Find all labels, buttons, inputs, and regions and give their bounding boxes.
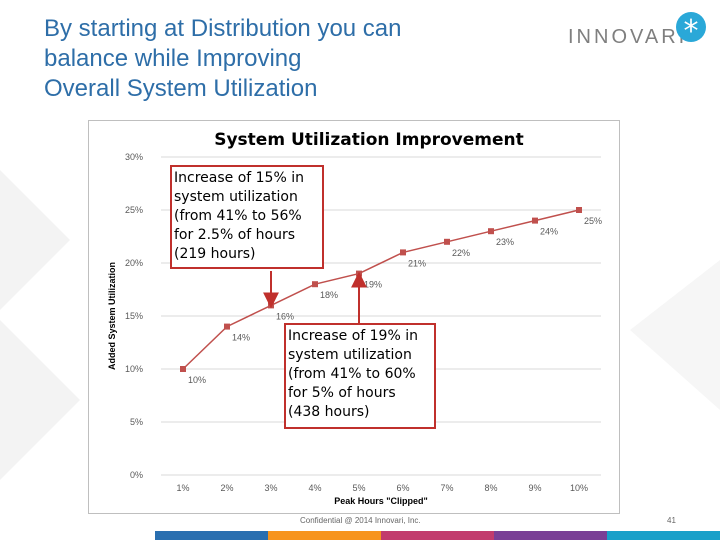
y-tick-label: 5% xyxy=(130,417,143,427)
data-label: 14% xyxy=(232,333,250,343)
color-bar-segment xyxy=(494,531,607,540)
footer-text: Confidential @ 2014 Innovari, Inc. xyxy=(300,516,421,525)
y-tick-label: 15% xyxy=(125,311,143,321)
footer-color-bar xyxy=(155,531,720,540)
asterisk-icon: * xyxy=(676,12,706,49)
y-tick-label: 30% xyxy=(125,152,143,162)
data-point-marker xyxy=(312,281,318,288)
callout-19-percent: Increase of 19% in system utilization (f… xyxy=(284,323,436,429)
y-tick-label: 25% xyxy=(125,205,143,215)
y-tick-label: 20% xyxy=(125,258,143,268)
color-bar-segment xyxy=(268,531,381,540)
color-bar-segment xyxy=(381,531,494,540)
data-label: 16% xyxy=(276,311,294,321)
data-point-marker xyxy=(268,302,274,309)
data-label: 22% xyxy=(452,248,470,258)
data-label: 18% xyxy=(320,290,338,300)
x-tick-label: 2% xyxy=(220,483,233,493)
data-label: 19% xyxy=(364,280,382,290)
x-tick-label: 1% xyxy=(176,483,189,493)
data-point-marker xyxy=(400,249,406,256)
y-tick-label: 10% xyxy=(125,364,143,374)
title-line: Overall System Utilization xyxy=(44,75,318,102)
data-point-marker xyxy=(356,270,362,277)
data-point-marker xyxy=(444,238,450,245)
x-tick-label: 4% xyxy=(308,483,321,493)
x-tick-label: 6% xyxy=(396,483,409,493)
x-tick-label: 7% xyxy=(440,483,453,493)
callout-15-percent: Increase of 15% in system utilization (f… xyxy=(170,165,324,269)
y-axis-label: Added System Utilization xyxy=(107,262,117,370)
color-bar-segment xyxy=(607,531,720,540)
chart-panel: System Utilization Improvement 0% 5% 10% 15%… xyxy=(88,120,620,514)
page-number: 41 xyxy=(667,516,676,525)
data-point-marker xyxy=(576,207,582,213)
chart: System Utilization Improvement 0% 5% 10% 15%… xyxy=(107,130,602,506)
data-point-marker xyxy=(224,323,230,330)
color-bar-segment xyxy=(155,531,268,540)
chart-title: System Utilization Improvement xyxy=(214,130,524,150)
title-line: balance while Improving xyxy=(44,45,302,72)
slide-title: By starting at Distribution you can bala… xyxy=(44,14,524,104)
title-line: By starting at Distribution you can xyxy=(44,15,402,42)
x-tick-label: 5% xyxy=(352,483,365,493)
data-point-marker xyxy=(488,228,494,235)
x-axis-label: Peak Hours "Clipped" xyxy=(334,496,428,506)
data-label: 10% xyxy=(188,375,206,385)
y-tick-label: 0% xyxy=(130,470,143,480)
x-tick-label: 8% xyxy=(484,483,497,493)
x-tick-label: 10% xyxy=(570,483,588,493)
data-point-marker xyxy=(532,217,538,224)
x-tick-label: 3% xyxy=(264,483,277,493)
series-line xyxy=(182,209,580,370)
data-point-marker xyxy=(180,366,186,372)
innovari-logo: INNOVARI * xyxy=(568,12,708,52)
data-label: 24% xyxy=(540,227,558,237)
data-label: 21% xyxy=(408,258,426,268)
logo-text: INNOVARI xyxy=(568,26,688,48)
x-tick-label: 9% xyxy=(528,483,541,493)
data-label: 25% xyxy=(584,216,602,226)
data-label: 23% xyxy=(496,237,514,247)
